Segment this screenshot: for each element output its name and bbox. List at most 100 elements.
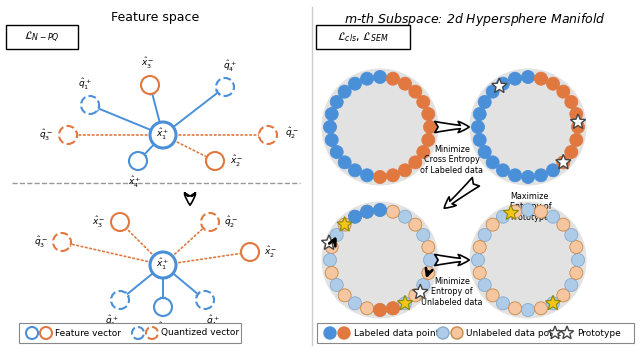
Circle shape [374, 304, 387, 317]
Circle shape [473, 241, 486, 253]
Circle shape [338, 218, 351, 231]
Text: $\hat{q}_3^-$: $\hat{q}_3^-$ [39, 127, 53, 143]
Circle shape [572, 253, 584, 267]
Circle shape [547, 164, 559, 177]
Circle shape [330, 146, 343, 158]
Circle shape [522, 304, 534, 317]
Circle shape [486, 289, 499, 302]
Circle shape [387, 72, 399, 85]
Circle shape [557, 156, 570, 169]
Circle shape [409, 218, 422, 231]
Text: Unlabeled data point: Unlabeled data point [466, 328, 561, 338]
Polygon shape [570, 114, 586, 129]
Text: Minimize
Cross Entropy
of Labeled data: Minimize Cross Entropy of Labeled data [420, 145, 483, 175]
FancyBboxPatch shape [6, 25, 78, 49]
Circle shape [387, 302, 399, 315]
Circle shape [360, 205, 374, 218]
Circle shape [565, 279, 578, 291]
Circle shape [557, 85, 570, 98]
Text: $\hat{x}_4^+$: $\hat{x}_4^+$ [156, 321, 170, 336]
Circle shape [472, 253, 484, 267]
Circle shape [321, 202, 438, 318]
Circle shape [509, 205, 522, 218]
Circle shape [323, 253, 337, 267]
Circle shape [26, 327, 38, 339]
Text: $\hat{q}_3^-$: $\hat{q}_3^-$ [35, 234, 48, 250]
Circle shape [325, 241, 338, 253]
Circle shape [417, 146, 430, 158]
Circle shape [141, 76, 159, 94]
Circle shape [497, 297, 509, 310]
Circle shape [111, 213, 129, 231]
Circle shape [509, 72, 522, 85]
Circle shape [417, 95, 430, 109]
Circle shape [572, 120, 584, 133]
Circle shape [321, 69, 438, 186]
Circle shape [547, 210, 559, 223]
Circle shape [330, 279, 343, 291]
Circle shape [150, 122, 176, 148]
Circle shape [324, 327, 336, 339]
Circle shape [216, 78, 234, 96]
Polygon shape [413, 284, 428, 299]
Text: $\mathcal{L}_{cls}$, $\mathcal{L}_{SEM}$: $\mathcal{L}_{cls}$, $\mathcal{L}_{SEM}$ [337, 30, 389, 44]
Circle shape [565, 95, 578, 109]
Text: Labeled data point: Labeled data point [354, 328, 439, 338]
Circle shape [424, 253, 436, 267]
Circle shape [59, 126, 77, 144]
Text: $\hat{x}_4^+$: $\hat{x}_4^+$ [128, 175, 141, 190]
Circle shape [132, 327, 144, 339]
Text: $\mathcal{L}_{N-PQ}$: $\mathcal{L}_{N-PQ}$ [24, 29, 60, 44]
Circle shape [565, 229, 578, 241]
Circle shape [330, 229, 343, 241]
Text: $\hat{q}_4^+$: $\hat{q}_4^+$ [223, 59, 237, 74]
Circle shape [409, 85, 422, 98]
Circle shape [486, 85, 499, 98]
Circle shape [349, 77, 362, 90]
Text: $\hat{x}_3^-$: $\hat{x}_3^-$ [141, 56, 155, 71]
Circle shape [478, 146, 491, 158]
Circle shape [374, 203, 387, 217]
Circle shape [349, 210, 362, 223]
Circle shape [473, 108, 486, 121]
Circle shape [409, 156, 422, 169]
Circle shape [451, 327, 463, 339]
Circle shape [470, 202, 586, 318]
Circle shape [374, 304, 387, 317]
Circle shape [259, 126, 277, 144]
Circle shape [360, 205, 374, 218]
Text: $\hat{q}_4^+$: $\hat{q}_4^+$ [206, 314, 220, 329]
Circle shape [201, 213, 219, 231]
Circle shape [422, 267, 435, 279]
Circle shape [478, 95, 491, 109]
Circle shape [473, 267, 486, 279]
Circle shape [472, 120, 484, 133]
Text: Quantized vector: Quantized vector [161, 328, 239, 338]
Polygon shape [548, 326, 562, 339]
Circle shape [387, 205, 399, 218]
Text: Maximize
Entropy of
Prototypes: Maximize Entropy of Prototypes [510, 192, 553, 222]
Text: $\hat{x}_2^-$: $\hat{x}_2^-$ [264, 245, 278, 260]
Text: $\hat{q}_2^-$: $\hat{q}_2^-$ [224, 214, 237, 230]
Circle shape [374, 203, 387, 217]
FancyBboxPatch shape [317, 323, 634, 343]
Circle shape [522, 170, 534, 184]
Text: $m$-$th$ Subspace: 2d Hypersphere Manifold: $m$-$th$ Subspace: 2d Hypersphere Manifo… [344, 11, 606, 28]
Text: Prototype: Prototype [577, 328, 621, 338]
Circle shape [154, 298, 172, 316]
Circle shape [522, 203, 534, 217]
Circle shape [424, 120, 436, 133]
Circle shape [557, 289, 570, 302]
Circle shape [338, 85, 351, 98]
Polygon shape [503, 205, 518, 219]
Circle shape [570, 108, 583, 121]
Circle shape [241, 243, 259, 261]
Circle shape [417, 279, 430, 291]
Circle shape [40, 327, 52, 339]
Circle shape [399, 164, 412, 177]
Circle shape [387, 169, 399, 182]
Circle shape [547, 297, 559, 310]
Circle shape [129, 152, 147, 170]
Circle shape [81, 96, 99, 114]
Circle shape [349, 164, 362, 177]
